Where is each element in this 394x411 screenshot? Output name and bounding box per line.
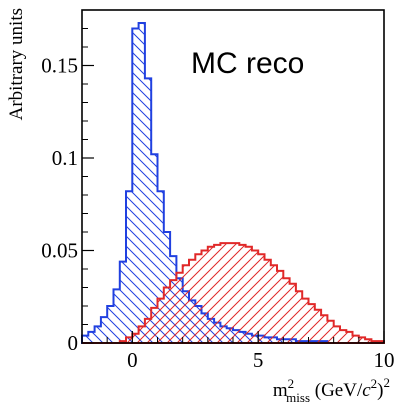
x-axis-label-unit-open: (GeV/ bbox=[310, 380, 363, 401]
y-axis-label: Arbitrary units bbox=[6, 8, 27, 120]
x-tick-label: 0 bbox=[127, 348, 138, 372]
y-tick-label: 0.05 bbox=[41, 239, 78, 263]
series-layer bbox=[81, 22, 385, 344]
x-axis-label-unit-var-sup: 2 bbox=[371, 376, 378, 391]
chart-title: MC reco bbox=[191, 47, 304, 80]
x-axis-label: m2 miss (GeV/c2)2 bbox=[273, 375, 390, 405]
histogram-series-2 bbox=[82, 242, 385, 344]
y-tick-label: 0 bbox=[68, 331, 79, 355]
y-tick-label: 0.1 bbox=[52, 146, 78, 170]
x-axis-label-sup: 2 bbox=[288, 376, 295, 391]
x-axis-label-unit-close: ) bbox=[377, 380, 383, 401]
x-axis-label-unit-var: c bbox=[362, 380, 371, 401]
x-tick-label: 5 bbox=[253, 348, 264, 372]
x-axis-label-sub: miss bbox=[286, 390, 310, 405]
x-tick-label: 10 bbox=[374, 348, 394, 372]
ticks-layer: 0 5 10 0 0.05 0.1 0.15 bbox=[41, 28, 394, 372]
x-axis-label-unit-sup: 2 bbox=[384, 375, 391, 390]
x-axis-label-base: m bbox=[273, 380, 288, 401]
y-tick-label: 0.15 bbox=[41, 54, 78, 78]
